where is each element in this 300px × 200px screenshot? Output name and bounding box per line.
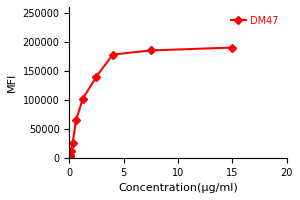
DM47	[149, 49, 153, 52]
Legend: DM47: DM47	[227, 12, 282, 30]
DM47	[68, 156, 71, 158]
Y-axis label: MFI: MFI	[7, 73, 17, 92]
DM47	[71, 142, 74, 144]
Line: DM47: DM47	[67, 45, 235, 160]
DM47	[68, 154, 72, 156]
DM47	[74, 119, 78, 121]
DM47	[94, 75, 98, 78]
DM47	[69, 150, 73, 152]
DM47	[81, 97, 85, 100]
X-axis label: Concentration(μg/ml): Concentration(μg/ml)	[118, 183, 238, 193]
DM47	[111, 53, 115, 56]
DM47	[231, 46, 234, 49]
